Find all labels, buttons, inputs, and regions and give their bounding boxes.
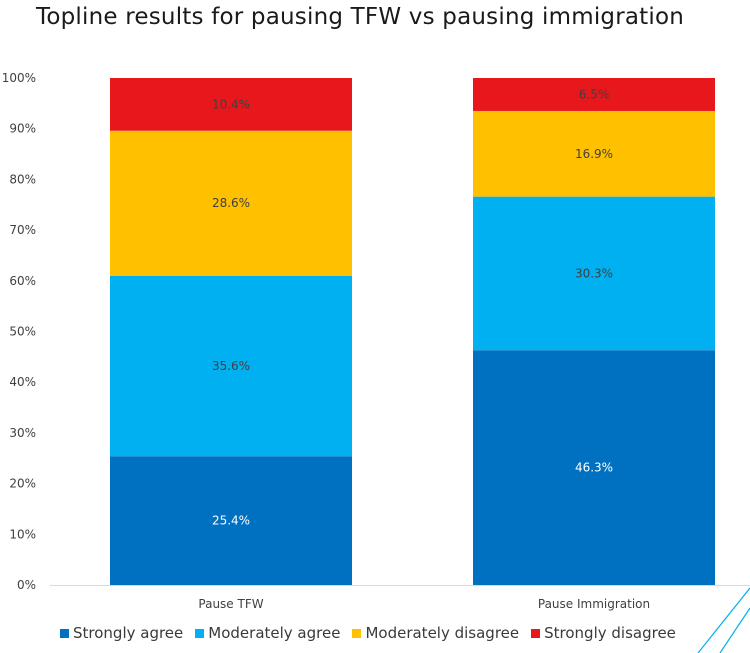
y-tick-label: 80%: [9, 172, 36, 186]
y-tick-label: 0%: [17, 578, 36, 592]
bar-segment: [473, 110, 715, 197]
data-label: 35.6%: [212, 359, 250, 373]
legend-item: Strongly disagree: [531, 624, 676, 642]
legend-swatch: [352, 628, 362, 638]
bar-segment: [110, 456, 352, 585]
decorative-line: [697, 587, 750, 653]
y-tick-label: 60%: [9, 274, 36, 288]
x-tick-label: Pause TFW: [198, 597, 263, 611]
y-tick-label: 100%: [2, 71, 36, 85]
bar-segment: [110, 130, 352, 276]
x-tick-label: Pause Immigration: [538, 597, 650, 611]
y-tick-label: 10%: [9, 527, 36, 541]
data-label: 30.3%: [575, 266, 613, 280]
corner-decoration: [697, 587, 750, 653]
y-tick-label: 90%: [9, 122, 36, 136]
legend-swatch: [531, 628, 541, 638]
y-axis: 0% 10% 20% 30% 40% 50% 60% 70% 80% 90% 100%: [2, 71, 36, 592]
legend-label: Moderately agree: [208, 624, 341, 642]
decorative-line: [719, 607, 750, 653]
bar-segment: [110, 78, 352, 131]
bar-segment: [473, 78, 715, 111]
bars: 25.4% 35.6% 28.6% 10.4% 46.3% 30.3% 16.9% 6.5%: [110, 78, 715, 585]
legend-label: Moderately disagree: [365, 624, 520, 642]
data-label: 46.3%: [575, 461, 613, 475]
y-tick-label: 40%: [9, 375, 36, 389]
data-label: 16.9%: [575, 147, 613, 161]
chart-title: Topline results for pausing TFW vs pausi…: [36, 4, 685, 30]
legend-swatch: [60, 628, 69, 638]
y-tick-label: 70%: [9, 223, 36, 237]
bar-segment: [110, 275, 352, 457]
legend-item: Strongly agree: [60, 624, 183, 642]
legend-item: Moderately agree: [195, 624, 340, 642]
data-label: 25.4%: [212, 514, 250, 528]
bar-segment: [473, 196, 715, 351]
x-axis: Pause TFW Pause Immigration: [50, 585, 750, 611]
y-tick-label: 50%: [9, 325, 36, 339]
legend-swatch: [195, 628, 205, 638]
data-label: 28.6%: [212, 196, 250, 210]
bar-segment: [473, 350, 715, 585]
chart-legend: Strongly agree Moderately agree Moderately…: [60, 624, 676, 642]
legend-item: Moderately disagree: [352, 624, 519, 642]
legend-label: Strongly disagree: [544, 624, 676, 642]
data-label: 6.5%: [579, 87, 610, 101]
y-tick-label: 30%: [9, 426, 36, 440]
y-tick-label: 20%: [9, 477, 36, 491]
legend-label: Strongly agree: [73, 624, 184, 642]
data-label: 10.4%: [212, 97, 250, 111]
